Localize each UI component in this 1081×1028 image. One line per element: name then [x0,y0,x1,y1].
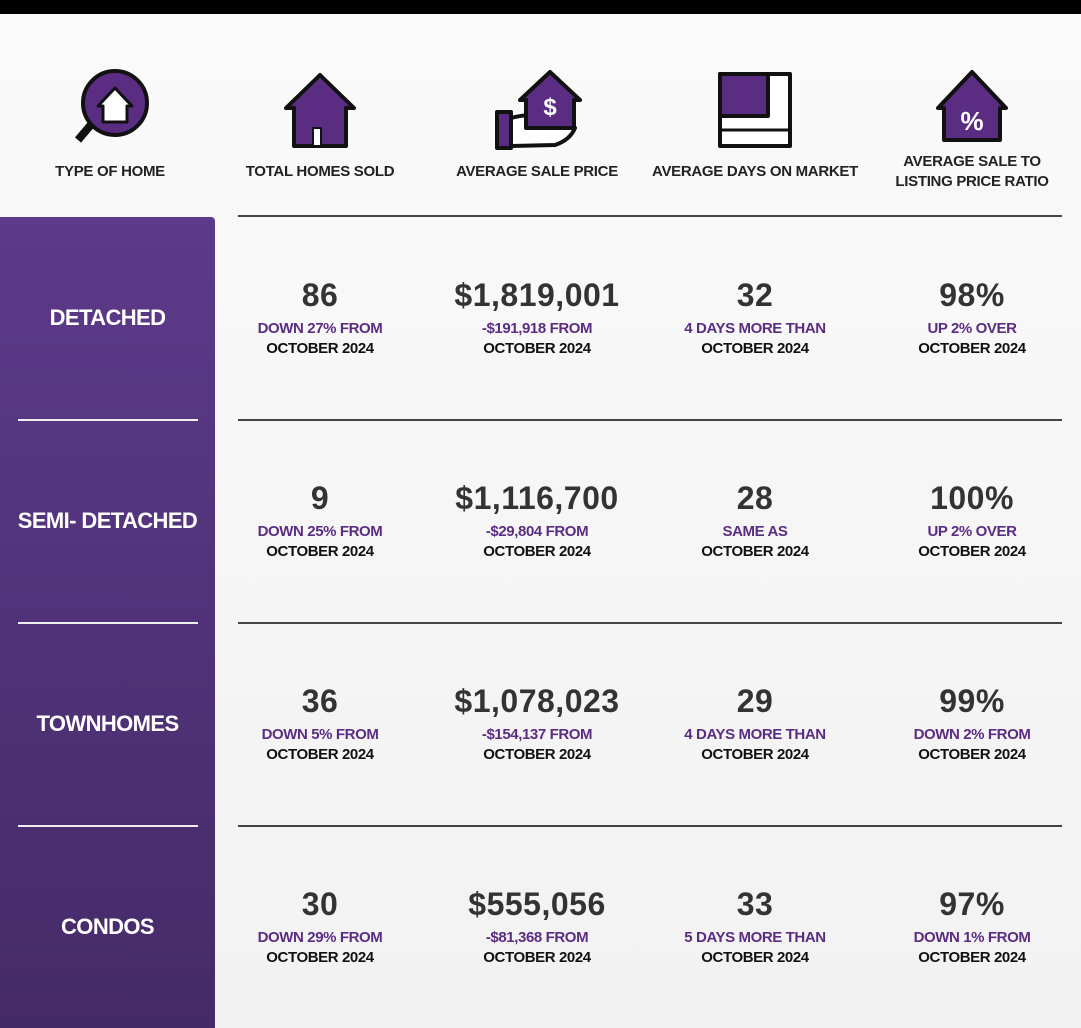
stat-period: OCTOBER 2024 [701,949,809,966]
stat-period: OCTOBER 2024 [266,543,374,560]
stat-change: DOWN 27% FROM [257,320,383,337]
stat-change: UP 2% OVER [927,320,1017,337]
stat-change: DOWN 5% FROM [261,726,379,743]
divider [18,825,198,827]
stat-change: -$191,918 FROM [481,320,593,337]
stat-value: 29 [736,683,774,719]
stat-value: 100% [930,480,1014,516]
stat-period: OCTOBER 2024 [483,543,591,560]
column-header: AVERAGE SALE PRICE [456,163,618,180]
stat-period: OCTOBER 2024 [918,340,1026,357]
stat-value: 32 [736,277,774,313]
stat-value: 86 [301,277,339,313]
column-header: AVERAGE DAYS ON MARKET [652,163,858,180]
stat-value: 36 [301,683,339,719]
stat-value: $1,116,700 [455,480,619,516]
home-type: SEMI- DETACHED [17,508,198,533]
stat-change: DOWN 2% FROM [913,726,1031,743]
icons: $ % [74,69,1008,150]
stat-period: OCTOBER 2024 [918,746,1026,763]
stat-period: OCTOBER 2024 [918,543,1026,560]
svg-text:$: $ [543,94,557,121]
stat-change: SAME AS [722,523,788,540]
divider [238,215,1062,217]
stat-change: DOWN 29% FROM [257,929,383,946]
column-header: AVERAGE SALE TO LISTING PRICE RATIO [895,153,1049,190]
stat-value: 97% [939,886,1005,922]
top-bar [0,0,1081,14]
stat-period: OCTOBER 2024 [918,949,1026,966]
stat-period: OCTOBER 2024 [483,340,591,357]
stat-value: 30 [301,886,339,922]
stat-period: OCTOBER 2024 [483,949,591,966]
home-type: DETACHED [49,305,166,330]
stat-value: 98% [939,277,1005,313]
divider [18,419,198,421]
stat-value: $1,078,023 [454,683,620,719]
divider [238,419,1062,421]
stat-period: OCTOBER 2024 [483,746,591,763]
stat-period: OCTOBER 2024 [266,746,374,763]
stat-change: -$154,137 FROM [481,726,593,743]
svg-text:%: % [960,106,983,136]
stat-value: 99% [939,683,1005,719]
stat-change: 5 DAYS MORE THAN [684,929,826,946]
stat-change: 4 DAYS MORE THAN [684,320,826,337]
stat-value: 28 [736,480,774,516]
stat-value: 9 [310,480,330,516]
stat-period: OCTOBER 2024 [266,949,374,966]
stat-value: $1,819,001 [454,277,620,313]
stat-value: $555,056 [468,886,606,922]
stat-value: 33 [736,886,774,922]
stat-change: UP 2% OVER [927,523,1017,540]
divider [238,825,1062,827]
divider [18,622,198,624]
stat-period: OCTOBER 2024 [266,340,374,357]
stat-change: DOWN 1% FROM [913,929,1031,946]
stat-change: -$29,804 FROM [485,523,589,540]
home-type: TOWNHOMES [36,711,179,736]
stat-period: OCTOBER 2024 [701,746,809,763]
stat-period: OCTOBER 2024 [701,543,809,560]
column-header: TOTAL HOMES SOLD [245,163,395,180]
stat-change: -$81,368 FROM [485,929,589,946]
stat-period: OCTOBER 2024 [701,340,809,357]
home-type: CONDOS [61,914,155,939]
stat-change: DOWN 25% FROM [257,523,383,540]
stat-change: 4 DAYS MORE THAN [684,726,826,743]
divider [238,622,1062,624]
column-header: TYPE OF HOME [55,163,165,180]
